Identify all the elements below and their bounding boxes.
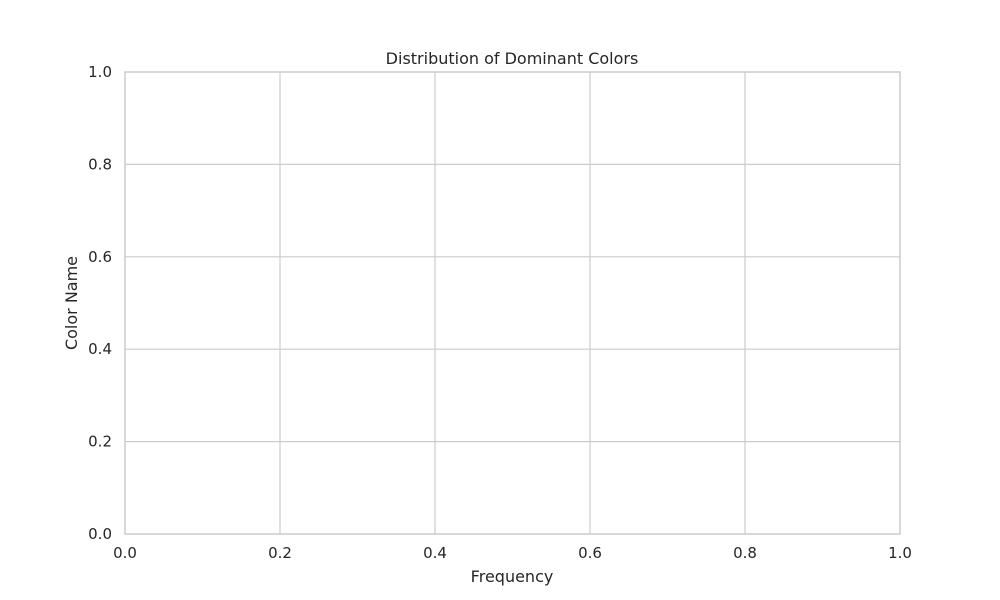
y-tick-label: 0.6 — [88, 248, 112, 266]
x-tick-label: 0.6 — [578, 544, 602, 562]
y-tick-label: 0.8 — [88, 155, 112, 173]
x-tick-label: 0.2 — [268, 544, 292, 562]
y-tick-label: 0.2 — [88, 433, 112, 451]
x-tick-label: 0.0 — [113, 544, 137, 562]
x-tick-label: 1.0 — [888, 544, 912, 562]
grid-layer — [125, 72, 900, 534]
x-axis-label: Frequency — [471, 567, 554, 586]
y-tick-label: 0.0 — [88, 525, 112, 543]
y-axis-label: Color Name — [62, 256, 81, 350]
x-tick-label: 0.8 — [733, 544, 757, 562]
x-tick-label: 0.4 — [423, 544, 447, 562]
tick-label-layer: 0.0 0.2 0.4 0.6 0.8 1.0 0.0 0.2 0.4 0.6 0.8 1.0 — [88, 63, 912, 562]
plot-area-frame — [124, 71, 901, 535]
y-tick-label: 1.0 — [88, 63, 112, 81]
y-tick-label: 0.4 — [88, 340, 112, 358]
chart-title: Distribution of Dominant Colors — [386, 49, 639, 68]
